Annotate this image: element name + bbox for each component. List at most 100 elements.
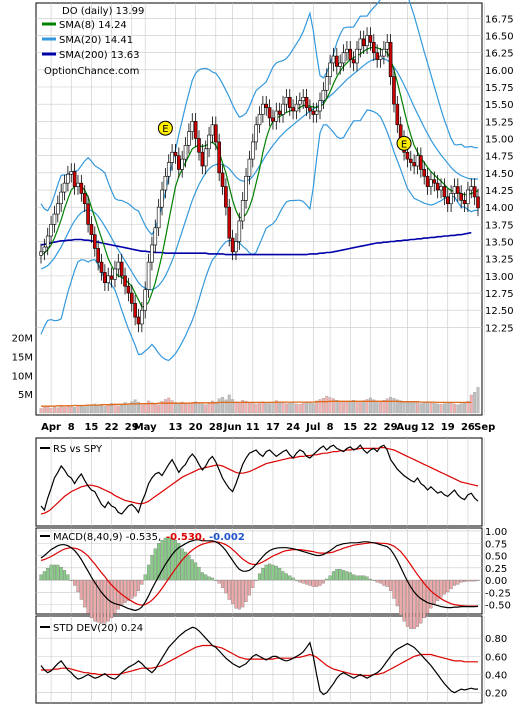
x-tick-label: 29 bbox=[384, 422, 398, 433]
candle-body bbox=[284, 96, 289, 105]
earnings-marker bbox=[396, 135, 412, 151]
macd-y-tick: 0.50 bbox=[485, 552, 507, 563]
volume-bar bbox=[476, 387, 480, 414]
volume-bar bbox=[143, 403, 147, 414]
macd-histogram-bar bbox=[372, 579, 376, 581]
macd-histogram-bar bbox=[419, 579, 423, 624]
candle-body bbox=[456, 186, 460, 194]
volume-bar bbox=[258, 402, 261, 414]
volume-bar bbox=[271, 401, 275, 414]
volume-bar bbox=[395, 399, 399, 414]
macd-histogram-bar bbox=[426, 579, 430, 614]
candle-body bbox=[365, 35, 369, 47]
price-y-tick: 12.75 bbox=[485, 289, 514, 300]
macd-histogram-bar bbox=[463, 579, 467, 582]
macd-histogram-bar bbox=[143, 574, 147, 581]
candle-body bbox=[405, 151, 410, 160]
price-y-tick: 13.75 bbox=[485, 220, 514, 231]
macd-signal-line bbox=[40, 541, 478, 607]
macd-histogram-bar bbox=[375, 579, 379, 583]
candle-body bbox=[308, 107, 312, 112]
volume-bar bbox=[247, 401, 251, 414]
macd-histogram-bar bbox=[315, 579, 319, 587]
macd-histogram-bar bbox=[432, 579, 436, 604]
volume-bar bbox=[200, 403, 204, 414]
volume-bar bbox=[163, 399, 167, 414]
candle-body bbox=[220, 172, 225, 187]
macd-legend: MACD(8,40,9) -0.535, -0.530, -0.002 bbox=[40, 532, 245, 543]
candle-body bbox=[140, 309, 144, 325]
candle-body bbox=[106, 275, 111, 284]
macd-histogram-bar bbox=[274, 565, 278, 581]
macd-histogram-bar bbox=[187, 555, 191, 581]
candle-body bbox=[341, 52, 346, 64]
volume-bar bbox=[89, 405, 93, 414]
macd-histogram-bar bbox=[456, 579, 460, 585]
candle-body bbox=[469, 186, 474, 191]
x-tick-label: 15 bbox=[343, 422, 357, 433]
macd-histogram-bar bbox=[73, 579, 77, 586]
volume-bar bbox=[362, 400, 366, 414]
volume-bar bbox=[372, 399, 376, 414]
macd-histogram-bar bbox=[153, 548, 157, 581]
volume-bar bbox=[221, 397, 224, 414]
candle-body bbox=[476, 196, 480, 209]
macd-histogram-bar bbox=[170, 537, 174, 581]
macd-histogram-bar bbox=[291, 577, 295, 581]
candle-body bbox=[187, 131, 191, 146]
candle-body bbox=[294, 103, 299, 112]
volume-bar bbox=[345, 401, 349, 414]
volume-bar bbox=[113, 404, 117, 414]
candle-body bbox=[335, 55, 339, 67]
candle-body bbox=[214, 124, 218, 143]
volume-bar bbox=[86, 404, 90, 414]
volume-bar bbox=[130, 401, 134, 414]
macd-y-tick: 0.00 bbox=[485, 576, 507, 587]
candle-body bbox=[338, 62, 342, 67]
volume-bar bbox=[103, 406, 107, 414]
candle-body bbox=[96, 248, 100, 263]
macd-histogram-bar bbox=[378, 579, 383, 584]
macd-histogram-bar bbox=[325, 578, 329, 581]
volume-tick: 10M bbox=[12, 371, 33, 382]
price-y-tick: 14.25 bbox=[485, 186, 514, 197]
macd-histogram-bar bbox=[415, 579, 420, 627]
rs-line bbox=[40, 444, 479, 515]
volume-bar bbox=[217, 398, 221, 414]
macd-line bbox=[40, 539, 479, 612]
watermark: OptionChance.com bbox=[44, 66, 139, 77]
macd-histogram-bar bbox=[271, 564, 275, 581]
x-tick-label: 17 bbox=[266, 422, 280, 433]
std-y-tick: 0.20 bbox=[485, 689, 507, 700]
candle-body bbox=[136, 316, 141, 325]
volume-bar bbox=[449, 403, 453, 414]
macd-histogram-bar bbox=[163, 537, 167, 581]
volume-bar bbox=[69, 406, 73, 414]
volume-bar bbox=[63, 407, 66, 414]
x-tick-label: 8 bbox=[327, 422, 334, 433]
x-tick-label: 12 bbox=[421, 422, 435, 433]
candle-body bbox=[224, 186, 228, 208]
volume-bar bbox=[261, 401, 265, 414]
volume-bar bbox=[147, 400, 151, 414]
candle-body bbox=[318, 100, 322, 112]
volume-bar bbox=[355, 401, 359, 414]
volume-bar bbox=[76, 405, 80, 414]
candle-body bbox=[449, 193, 453, 205]
macd-histogram-bar bbox=[194, 562, 198, 581]
volume-bar bbox=[116, 405, 120, 414]
volume-bar bbox=[436, 403, 440, 414]
volume-bar bbox=[83, 406, 87, 414]
volume-bar bbox=[73, 407, 77, 414]
legend-ticker: DO (daily) 13.99 bbox=[62, 6, 144, 17]
volume-bar bbox=[254, 403, 258, 414]
volume-bar bbox=[170, 400, 174, 414]
candle-body bbox=[274, 110, 279, 122]
candle-body bbox=[190, 121, 195, 132]
macd-histogram-bar bbox=[190, 559, 194, 581]
macd-histogram-bar bbox=[261, 568, 265, 581]
x-tick-label: 26 bbox=[461, 422, 475, 433]
macd-histogram-bar bbox=[321, 579, 325, 584]
volume-bar bbox=[174, 402, 177, 414]
volume-bar bbox=[375, 400, 379, 414]
